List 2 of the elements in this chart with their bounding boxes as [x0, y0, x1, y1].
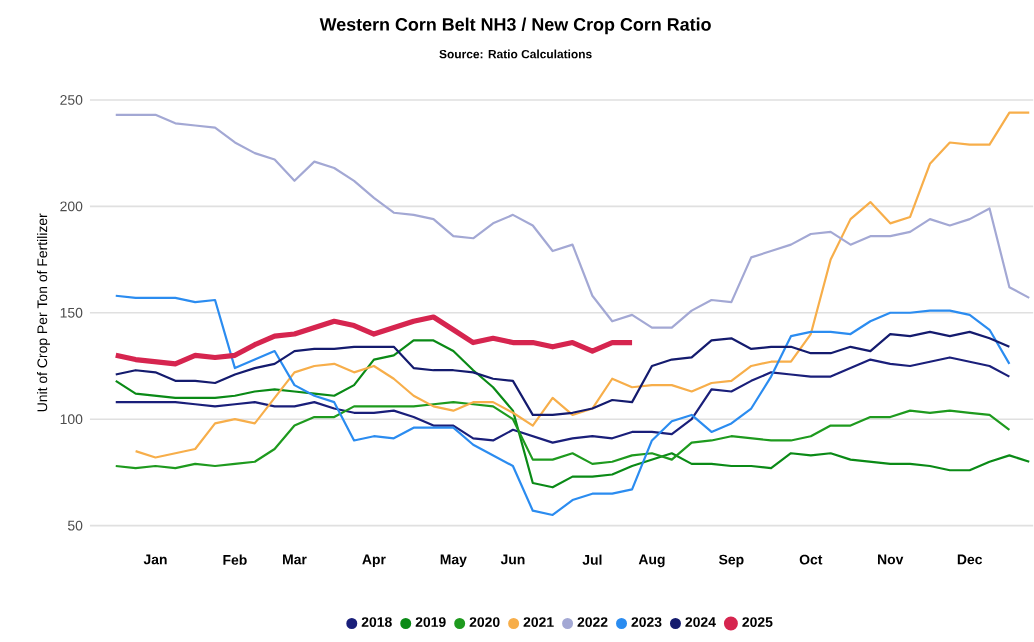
line-series	[134, 111, 1031, 459]
chart-title: Western Corn Belt NH3 / New Crop Corn Ratio	[319, 17, 711, 35]
